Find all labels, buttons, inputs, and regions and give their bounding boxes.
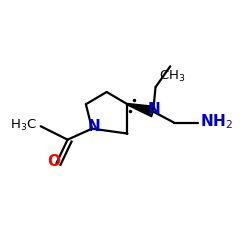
Text: NH$_2$: NH$_2$ (200, 112, 232, 131)
Text: O: O (48, 154, 60, 169)
Text: N: N (148, 102, 161, 117)
Text: CH$_3$: CH$_3$ (160, 69, 186, 84)
Polygon shape (127, 104, 154, 117)
Text: H$_3$C: H$_3$C (10, 118, 37, 132)
Text: N: N (88, 119, 100, 134)
